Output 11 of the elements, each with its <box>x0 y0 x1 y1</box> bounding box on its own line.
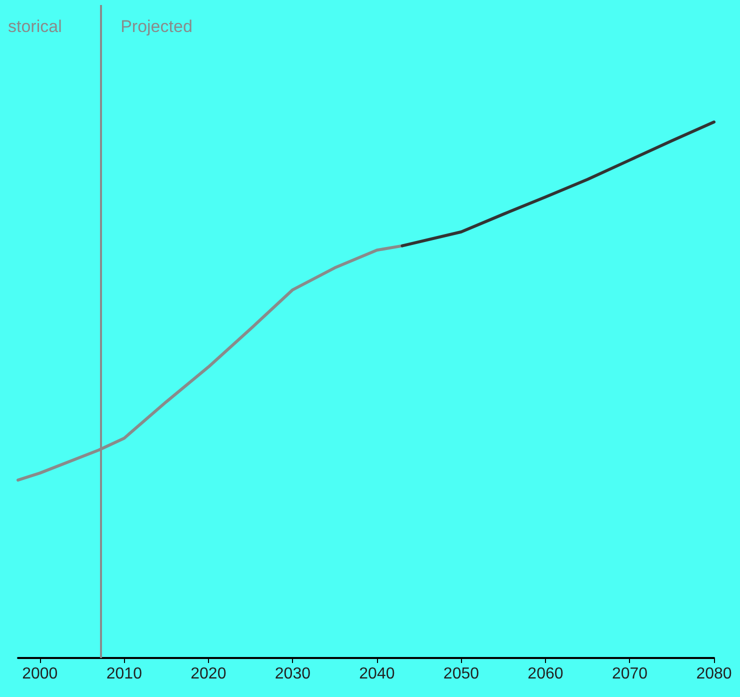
x-tick-label: 2000 <box>22 666 58 682</box>
x-tick-label: 2010 <box>106 666 142 682</box>
x-tick-label: 2030 <box>274 666 311 682</box>
text: storical <box>8 17 62 36</box>
x-tick-label: 2020 <box>190 666 226 682</box>
x-tick-label: 2080 <box>696 666 732 682</box>
text: Projected <box>120 17 192 36</box>
x-tick-label: 2040 <box>359 666 395 682</box>
x-tick-label: 2060 <box>528 666 564 682</box>
x-tick-label: 2050 <box>443 666 480 682</box>
x-tick-label: 2070 <box>612 666 648 682</box>
